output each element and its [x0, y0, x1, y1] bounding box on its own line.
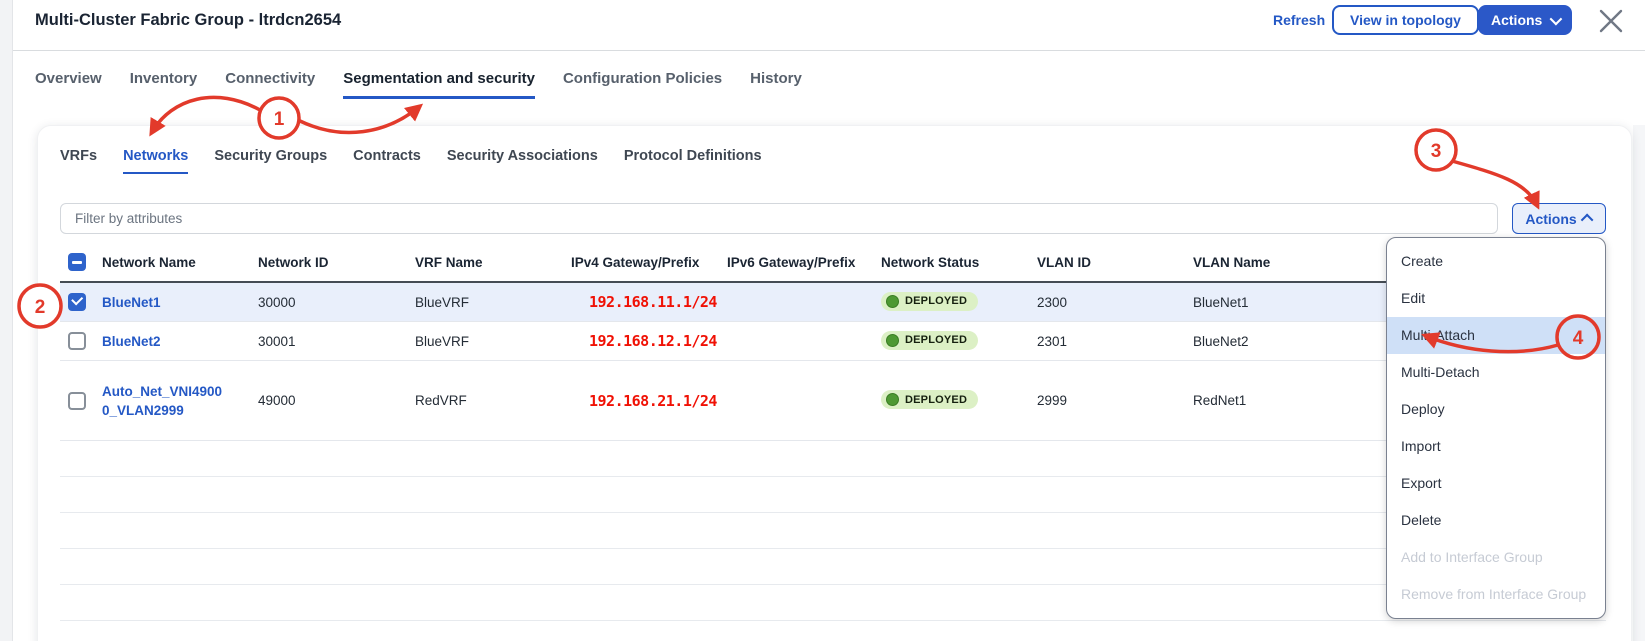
- status-label: DEPLOYED: [905, 393, 968, 406]
- networks-table: Network Name Network ID VRF Name IPv4 Ga…: [60, 243, 1606, 621]
- empty-table-row: [60, 513, 1606, 549]
- network-id-value: 30001: [258, 333, 296, 349]
- menu-item-multi-attach[interactable]: Multi-Attach: [1387, 317, 1605, 354]
- refresh-link[interactable]: Refresh: [1273, 12, 1326, 28]
- row-checkbox[interactable]: [68, 391, 86, 410]
- status-badge: DEPLOYED: [881, 330, 979, 350]
- row-checkbox[interactable]: [68, 332, 86, 350]
- tab-history[interactable]: History: [750, 70, 802, 87]
- status-badge: DEPLOYED: [881, 390, 979, 409]
- status-dot-icon: [886, 333, 899, 347]
- menu-item-multi-detach[interactable]: Multi-Detach: [1401, 364, 1480, 380]
- status-dot-icon: [886, 294, 899, 308]
- empty-table-row: [60, 477, 1606, 513]
- table-actions-button[interactable]: Actions: [1512, 203, 1606, 234]
- subtab-vrfs[interactable]: VRFs: [60, 148, 98, 164]
- menu-item-export[interactable]: Export: [1401, 475, 1442, 491]
- status-dot-icon: [886, 393, 899, 406]
- column-header-ipv6-gateway[interactable]: IPv6 Gateway/Prefix: [727, 254, 856, 270]
- table-actions-label: Actions: [1525, 210, 1577, 227]
- network-name-link[interactable]: BlueNet2: [102, 333, 161, 349]
- vrf-name-value: BlueVRF: [415, 333, 470, 349]
- table-row[interactable]: Auto_Net_VNI49000_VLAN2999 49000 RedVRF …: [60, 361, 1606, 441]
- column-header-network-status[interactable]: Network Status: [881, 254, 980, 270]
- tab-overview[interactable]: Overview: [35, 70, 102, 87]
- actions-dropdown-menu: Create Edit Multi-Attach Multi-Detach De…: [1386, 237, 1606, 619]
- network-id-value: 49000: [258, 393, 296, 408]
- empty-table-row: [60, 441, 1606, 477]
- column-header-network-name[interactable]: Network Name: [102, 254, 196, 270]
- menu-item-deploy[interactable]: Deploy: [1401, 401, 1445, 417]
- subtab-protocol-definitions[interactable]: Protocol Definitions: [623, 148, 762, 164]
- status-badge: DEPLOYED: [881, 291, 979, 311]
- chevron-down-icon: [1549, 12, 1563, 25]
- header-actions-button[interactable]: Actions: [1478, 5, 1573, 35]
- page-right-gutter: [1633, 125, 1645, 641]
- chevron-up-icon: [1580, 213, 1594, 227]
- tab-inventory[interactable]: Inventory: [129, 70, 198, 87]
- empty-table-row: [60, 585, 1606, 621]
- column-header-network-id[interactable]: Network ID: [258, 254, 329, 270]
- menu-item-import[interactable]: Import: [1401, 438, 1441, 454]
- vlan-name-value: BlueNet1: [1193, 294, 1249, 310]
- vlan-id-value: 2999: [1037, 393, 1068, 408]
- page-title: Multi-Cluster Fabric Group - ltrdcn2654: [35, 11, 342, 29]
- tab-configuration-policies[interactable]: Configuration Policies: [562, 70, 723, 87]
- menu-item-edit[interactable]: Edit: [1401, 290, 1426, 306]
- vlan-id-value: 2301: [1037, 333, 1068, 349]
- main-tab-bar: Overview Inventory Connectivity Segmenta…: [35, 70, 802, 99]
- menu-item-add-to-interface-group: Add to Interface Group: [1401, 549, 1543, 565]
- header-actions-label: Actions: [1491, 12, 1543, 28]
- table-header-row: Network Name Network ID VRF Name IPv4 Ga…: [60, 243, 1606, 283]
- sub-tab-bar: VRFs Networks Security Groups Contracts …: [60, 148, 762, 174]
- vlan-name-value: RedNet1: [1193, 393, 1247, 408]
- column-header-vlan-name[interactable]: VLAN Name: [1193, 254, 1271, 270]
- menu-item-create[interactable]: Create: [1401, 253, 1444, 269]
- tab-connectivity[interactable]: Connectivity: [225, 70, 316, 87]
- menu-item-delete[interactable]: Delete: [1401, 512, 1442, 528]
- vlan-name-value: BlueNet2: [1193, 333, 1249, 349]
- status-label: DEPLOYED: [905, 295, 968, 307]
- menu-item-remove-from-interface-group: Remove from Interface Group: [1401, 586, 1587, 602]
- close-icon[interactable]: [1598, 8, 1624, 34]
- vrf-name-value: RedVRF: [415, 393, 467, 408]
- subtab-security-associations[interactable]: Security Associations: [446, 148, 598, 164]
- page-left-gutter: [0, 0, 13, 641]
- ipv4-gateway-value: 192.168.11.1/24: [589, 293, 717, 311]
- header-divider: [13, 50, 1645, 51]
- column-header-ipv4-gateway[interactable]: IPv4 Gateway/Prefix: [571, 254, 700, 270]
- status-label: DEPLOYED: [905, 334, 968, 346]
- table-row[interactable]: BlueNet1 30000 BlueVRF 192.168.11.1/24 D…: [60, 283, 1606, 322]
- subtab-networks[interactable]: Networks: [123, 148, 189, 174]
- network-id-value: 30000: [258, 294, 296, 310]
- network-name-link[interactable]: Auto_Net_VNI49000_VLAN2999: [102, 383, 223, 418]
- vlan-id-value: 2300: [1037, 294, 1068, 310]
- ipv4-gateway-value: 192.168.21.1/24: [589, 391, 717, 410]
- vrf-name-value: BlueVRF: [415, 294, 470, 310]
- column-header-vlan-id[interactable]: VLAN ID: [1037, 254, 1091, 270]
- subtab-security-groups[interactable]: Security Groups: [214, 148, 328, 164]
- subtab-contracts[interactable]: Contracts: [353, 148, 421, 164]
- row-checkbox[interactable]: [68, 293, 86, 311]
- select-all-checkbox[interactable]: [68, 253, 86, 271]
- view-in-topology-button[interactable]: View in topology: [1332, 5, 1479, 35]
- column-header-vrf-name[interactable]: VRF Name: [415, 254, 483, 270]
- filter-input[interactable]: [60, 203, 1498, 234]
- network-name-link[interactable]: BlueNet1: [102, 294, 161, 310]
- empty-table-row: [60, 549, 1606, 585]
- ipv4-gateway-value: 192.168.12.1/24: [589, 332, 717, 350]
- tab-segmentation-and-security[interactable]: Segmentation and security: [343, 70, 535, 99]
- table-row[interactable]: BlueNet2 30001 BlueVRF 192.168.12.1/24 D…: [60, 322, 1606, 361]
